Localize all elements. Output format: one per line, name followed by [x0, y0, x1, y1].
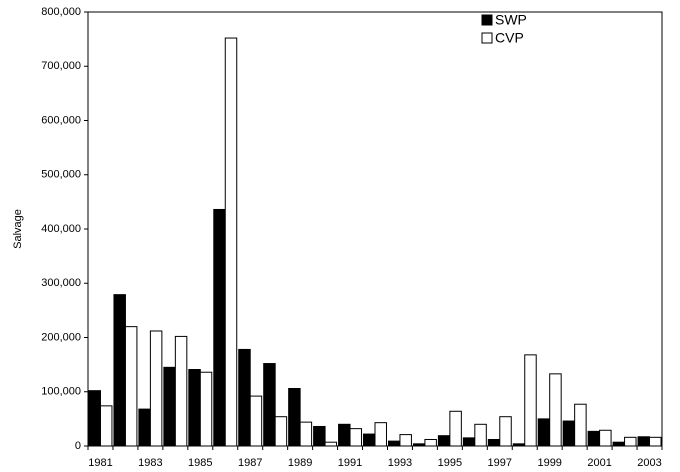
x-tick-label: 1989	[288, 457, 312, 469]
bar	[537, 418, 551, 447]
x-tick-label: 2001	[587, 457, 611, 469]
bar	[424, 438, 437, 447]
x-tick-label: 1993	[388, 457, 412, 469]
bar	[288, 387, 301, 447]
bar	[88, 390, 101, 447]
bar	[474, 423, 487, 447]
bar	[574, 403, 587, 447]
y-tick-label: 100,000	[41, 386, 81, 398]
bar	[149, 330, 163, 447]
bar	[562, 420, 576, 447]
bar	[549, 373, 562, 447]
bar	[612, 441, 626, 447]
legend-swatch	[481, 32, 493, 44]
bar	[324, 441, 338, 447]
x-tick-label: 1985	[188, 457, 212, 469]
bar	[363, 433, 376, 447]
bar	[188, 369, 201, 447]
legend-label: CVP	[495, 30, 524, 46]
legend-swatch	[481, 14, 493, 26]
bar	[499, 416, 512, 447]
bar	[374, 422, 387, 447]
bar	[624, 436, 637, 447]
x-tick-label: 2003	[637, 457, 661, 469]
x-tick-label: 1983	[138, 457, 162, 469]
bar	[163, 366, 176, 447]
bar	[449, 410, 462, 447]
y-tick-label: 0	[75, 440, 81, 452]
y-tick-label: 400,000	[41, 223, 81, 235]
bar	[599, 429, 612, 447]
bar	[637, 436, 651, 447]
x-tick-label: 1995	[438, 457, 462, 469]
bar	[313, 425, 326, 447]
bar	[199, 371, 213, 447]
bar	[649, 436, 662, 447]
bar	[524, 354, 537, 447]
bar	[124, 326, 138, 447]
bar	[587, 430, 601, 447]
y-tick-label: 700,000	[41, 60, 81, 72]
bar	[412, 443, 426, 447]
bar	[274, 416, 288, 447]
bar	[387, 440, 401, 447]
y-tick-label: 500,000	[41, 169, 81, 181]
y-tick-label: 200,000	[41, 331, 81, 343]
bar	[224, 37, 238, 447]
bar	[263, 363, 276, 447]
bar	[399, 434, 412, 447]
bar	[249, 395, 263, 447]
bar	[349, 428, 363, 447]
bar	[99, 405, 113, 447]
bar	[462, 437, 476, 447]
bar	[113, 294, 126, 447]
bar	[238, 348, 251, 447]
bar	[174, 335, 188, 447]
bar	[512, 443, 526, 447]
x-tick-label: 1987	[238, 457, 262, 469]
y-tick-label: 800,000	[41, 6, 81, 18]
y-axis-label: Salvage	[12, 209, 24, 249]
bar	[138, 408, 151, 447]
bar	[299, 421, 313, 447]
bar	[437, 435, 451, 447]
x-tick-label: 1999	[537, 457, 561, 469]
y-tick-label: 300,000	[41, 277, 81, 289]
y-tick-label: 600,000	[41, 114, 81, 126]
legend-label: SWP	[495, 12, 527, 28]
bar	[213, 208, 226, 447]
bar	[487, 438, 501, 447]
x-tick-label: 1991	[338, 457, 362, 469]
bar	[338, 423, 351, 447]
x-tick-label: 1997	[488, 457, 512, 469]
x-tick-label: 1981	[88, 457, 112, 469]
